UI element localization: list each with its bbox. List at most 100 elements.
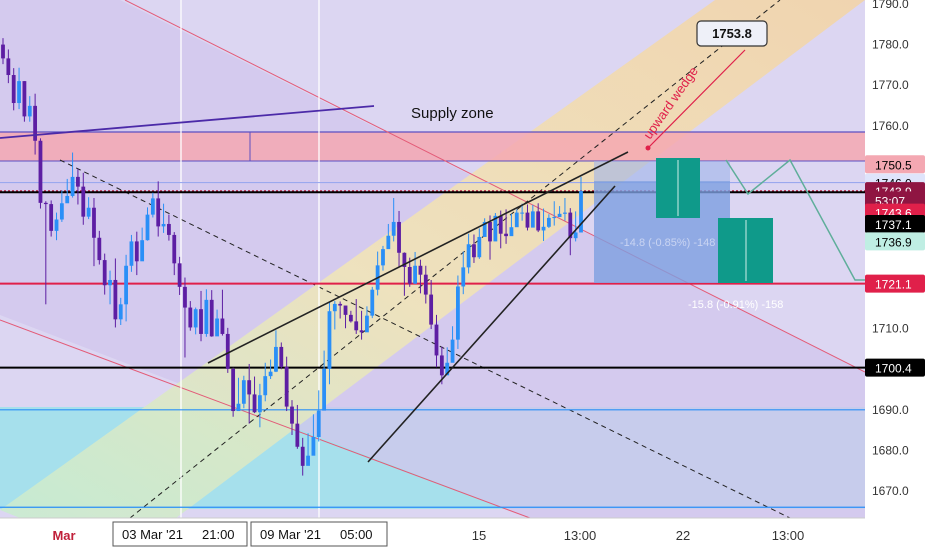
candle[interactable] <box>38 138 43 209</box>
candle[interactable] <box>386 223 391 250</box>
candle[interactable] <box>348 310 353 323</box>
candle[interactable] <box>177 256 182 295</box>
candle[interactable] <box>306 433 310 466</box>
candle[interactable] <box>81 172 86 225</box>
candle[interactable] <box>445 347 450 376</box>
candle[interactable] <box>70 152 75 198</box>
candle[interactable] <box>418 259 423 294</box>
candle[interactable] <box>365 306 369 333</box>
candle[interactable] <box>263 362 268 402</box>
candle[interactable] <box>434 314 439 368</box>
candle[interactable] <box>17 67 21 110</box>
candle[interactable] <box>92 197 96 267</box>
candles[interactable] <box>1 38 583 476</box>
price-axis[interactable] <box>865 0 932 518</box>
candle[interactable] <box>290 400 294 435</box>
candle[interactable] <box>102 253 107 295</box>
candle[interactable] <box>193 307 198 335</box>
candle[interactable] <box>231 367 236 417</box>
candle[interactable] <box>450 326 455 363</box>
candle[interactable] <box>536 203 541 233</box>
candle[interactable] <box>429 279 434 330</box>
candle[interactable] <box>129 234 134 272</box>
candle[interactable] <box>65 178 70 204</box>
candle[interactable] <box>27 96 32 122</box>
candle[interactable] <box>504 209 508 244</box>
candle[interactable] <box>402 252 407 296</box>
candle[interactable] <box>322 350 327 411</box>
candle[interactable] <box>509 213 514 237</box>
candle[interactable] <box>359 310 364 340</box>
candle[interactable] <box>552 201 557 226</box>
candle[interactable] <box>391 197 396 242</box>
candle[interactable] <box>579 176 583 233</box>
candle[interactable] <box>215 309 219 337</box>
candle[interactable] <box>108 270 112 305</box>
candle[interactable] <box>311 414 316 456</box>
candle[interactable] <box>204 289 209 337</box>
candle[interactable] <box>124 254 128 322</box>
candle[interactable] <box>472 234 476 263</box>
candle[interactable] <box>381 245 385 271</box>
candle[interactable] <box>461 251 466 295</box>
candle[interactable] <box>354 299 359 334</box>
candle[interactable] <box>225 327 230 373</box>
candle[interactable] <box>172 232 177 276</box>
candle[interactable] <box>573 211 578 242</box>
candle[interactable] <box>557 206 562 218</box>
candle[interactable] <box>477 228 482 259</box>
candle[interactable] <box>161 203 166 233</box>
candle[interactable] <box>156 181 161 237</box>
candle[interactable] <box>466 233 471 274</box>
candle[interactable] <box>397 210 401 267</box>
candle[interactable] <box>6 49 11 84</box>
candle[interactable] <box>541 208 546 242</box>
candle[interactable] <box>54 212 59 241</box>
candle[interactable] <box>59 190 64 222</box>
candle[interactable] <box>199 290 203 342</box>
candle[interactable] <box>252 376 257 414</box>
candle[interactable] <box>332 301 337 330</box>
candle[interactable] <box>279 342 284 370</box>
candle[interactable] <box>33 93 38 155</box>
candle[interactable] <box>86 197 91 220</box>
candle[interactable] <box>97 230 102 265</box>
candle[interactable] <box>43 201 48 305</box>
candle[interactable] <box>316 390 321 442</box>
candle[interactable] <box>118 297 123 326</box>
candle[interactable] <box>167 214 171 241</box>
candle[interactable] <box>150 192 155 218</box>
candle[interactable] <box>300 437 305 476</box>
candle[interactable] <box>236 377 241 412</box>
candle[interactable] <box>327 302 332 385</box>
candle[interactable] <box>456 275 460 349</box>
candle[interactable] <box>113 258 118 328</box>
candle[interactable] <box>343 305 348 329</box>
candle[interactable] <box>284 356 289 412</box>
candle[interactable] <box>11 68 16 111</box>
candle[interactable] <box>145 207 150 241</box>
candle[interactable] <box>295 404 300 449</box>
candle[interactable] <box>413 251 417 285</box>
candle[interactable] <box>257 383 262 428</box>
candle[interactable] <box>423 265 428 304</box>
candle[interactable] <box>140 227 145 262</box>
candle[interactable] <box>247 363 252 424</box>
candle[interactable] <box>274 330 278 373</box>
candle[interactable] <box>546 214 551 229</box>
candle[interactable] <box>439 346 444 385</box>
candle[interactable] <box>370 286 375 319</box>
candle[interactable] <box>220 289 225 336</box>
candle[interactable] <box>22 81 27 122</box>
candle[interactable] <box>488 215 492 260</box>
candle[interactable] <box>76 168 80 205</box>
candle[interactable] <box>498 210 503 249</box>
candle[interactable] <box>514 209 519 228</box>
candle[interactable] <box>563 197 567 221</box>
candle[interactable] <box>241 375 246 409</box>
candle[interactable] <box>183 277 187 358</box>
candle[interactable] <box>209 290 214 337</box>
candle[interactable] <box>268 359 273 379</box>
candle[interactable] <box>530 204 535 228</box>
